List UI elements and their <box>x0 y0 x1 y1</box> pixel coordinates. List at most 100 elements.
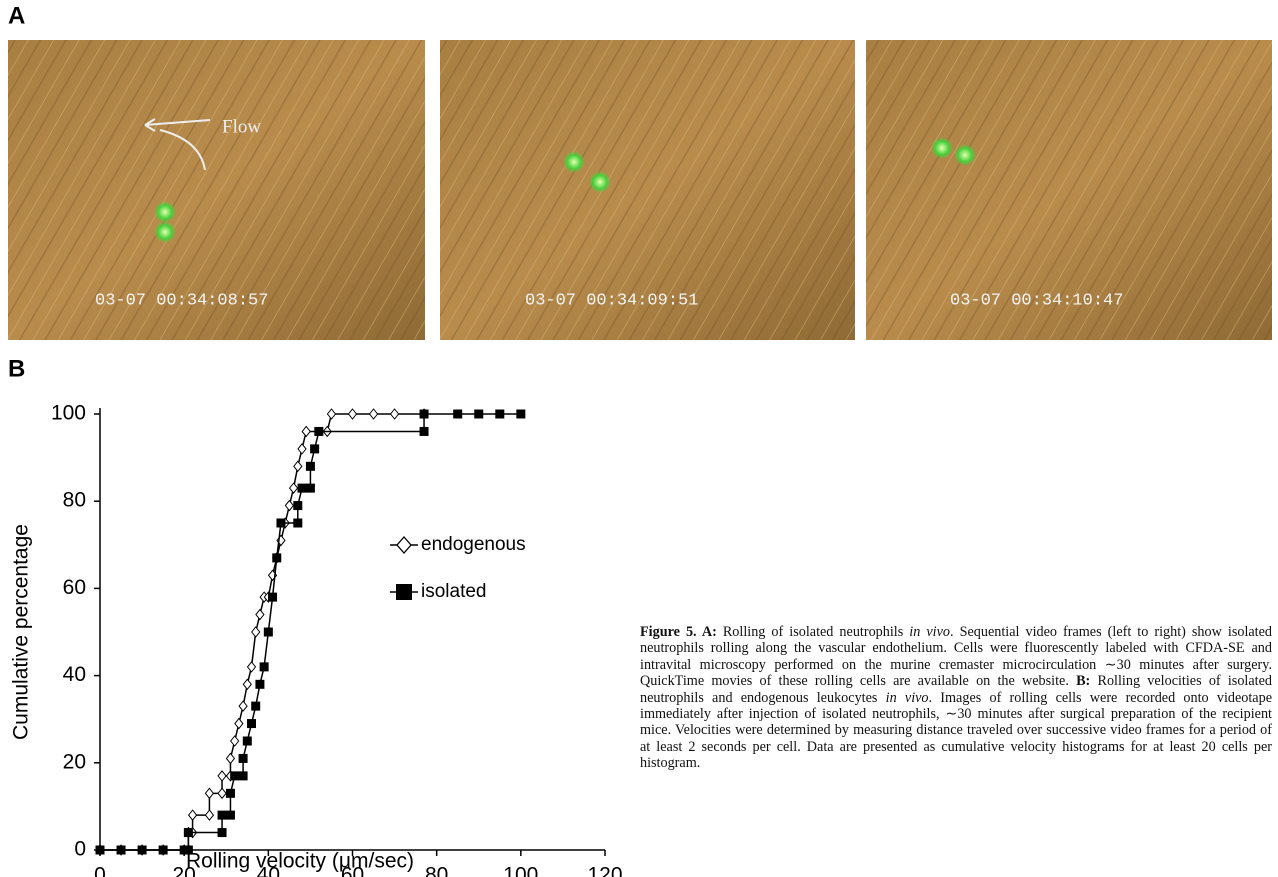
caption-text: Rolling of isolated neutrophils <box>716 624 910 640</box>
x-tick-label: 100 <box>503 864 538 877</box>
marker <box>347 408 358 420</box>
y-tick-label: 80 <box>63 489 86 512</box>
marker <box>389 408 400 420</box>
marker <box>225 752 236 765</box>
legend-label: isolated <box>421 581 487 602</box>
marker <box>301 425 311 438</box>
timestamp: 03-07 00:34:09:51 <box>525 291 698 310</box>
y-tick-label: 20 <box>63 750 86 773</box>
marker <box>297 443 307 455</box>
texture <box>866 40 1272 340</box>
marker <box>288 482 299 494</box>
marker <box>255 679 265 689</box>
frame: 03-07 00:34:10:47 <box>866 40 1272 340</box>
marker <box>116 845 126 855</box>
marker <box>305 483 315 493</box>
marker <box>238 771 248 781</box>
series-line <box>100 413 425 851</box>
caption-text: . Sequential video frames (left to right… <box>640 624 1273 690</box>
marker <box>234 717 244 730</box>
frame: 03-07 00:34:09:51 <box>440 40 855 340</box>
x-tick-label: 60 <box>341 864 364 877</box>
marker <box>217 787 227 800</box>
legend-marker <box>396 584 412 600</box>
flow-label: Flow <box>222 116 261 137</box>
marker <box>297 483 307 493</box>
marker <box>251 626 261 638</box>
marker <box>284 499 295 512</box>
x-tick-label: 20 <box>172 864 195 877</box>
marker <box>314 426 324 436</box>
marker <box>516 409 526 419</box>
y-tick-label: 100 <box>51 402 86 425</box>
marker <box>225 788 235 798</box>
marker <box>276 534 286 547</box>
marker <box>246 661 257 673</box>
marker <box>474 409 484 419</box>
caption-italic: in vivo <box>909 624 950 640</box>
texture <box>440 40 855 340</box>
y-axis-label: Cumulative percentage <box>10 524 33 740</box>
timestamp: 03-07 00:34:10:47 <box>950 291 1123 310</box>
marker <box>183 845 193 855</box>
marker <box>247 719 256 729</box>
cell <box>154 201 176 223</box>
marker <box>251 701 261 711</box>
marker <box>272 553 282 563</box>
marker <box>263 627 273 637</box>
marker <box>95 845 105 855</box>
marker <box>368 408 379 420</box>
caption-bold: Figure 5. A: <box>640 624 717 640</box>
marker <box>293 460 303 473</box>
flow-arrow <box>144 118 211 171</box>
marker <box>419 409 429 419</box>
y-tick-label: 0 <box>74 838 86 861</box>
x-tick-label: 40 <box>257 864 280 877</box>
marker <box>230 771 240 781</box>
x-tick-label: 80 <box>425 864 448 877</box>
caption-text: Rolling velocities of isolated neutrophi… <box>640 673 1272 706</box>
caption: Figure 5. A: Rolling of isolated neutrop… <box>640 624 1272 772</box>
y-tick-label: 40 <box>63 663 86 686</box>
x-axis-label: Rolling velocity (μm/sec) <box>186 850 414 873</box>
marker <box>305 461 315 471</box>
legend-label: endogenous <box>421 534 526 555</box>
marker <box>255 608 265 621</box>
marker <box>204 809 215 821</box>
marker <box>187 809 198 821</box>
marker <box>217 770 227 782</box>
marker <box>225 810 235 820</box>
marker <box>310 444 320 454</box>
cell <box>954 144 976 166</box>
marker <box>238 700 248 712</box>
caption-text: . Images of rolling cells were recorded … <box>640 689 1272 772</box>
marker <box>230 735 240 747</box>
cell <box>931 137 953 159</box>
legend-marker <box>396 536 412 554</box>
marker <box>276 518 286 528</box>
caption-bold: B: <box>1076 673 1091 690</box>
marker <box>453 409 463 419</box>
frame: Flow 03-07 00:34:08:57 <box>8 40 425 340</box>
marker <box>183 828 193 838</box>
cell <box>563 151 585 173</box>
marker <box>238 753 248 763</box>
marker <box>217 810 227 820</box>
marker <box>137 845 147 855</box>
marker <box>419 426 429 436</box>
texture <box>8 40 425 340</box>
y-tick-label: 60 <box>63 576 86 599</box>
series-line <box>100 413 521 851</box>
marker <box>259 662 269 672</box>
marker <box>326 408 337 420</box>
marker <box>217 828 227 838</box>
marker <box>204 787 215 800</box>
marker <box>242 678 252 691</box>
marker <box>268 592 278 602</box>
timestamp: 03-07 00:34:08:57 <box>95 291 268 310</box>
panel-label: B <box>8 355 25 382</box>
marker <box>242 736 252 746</box>
cell <box>589 171 611 193</box>
